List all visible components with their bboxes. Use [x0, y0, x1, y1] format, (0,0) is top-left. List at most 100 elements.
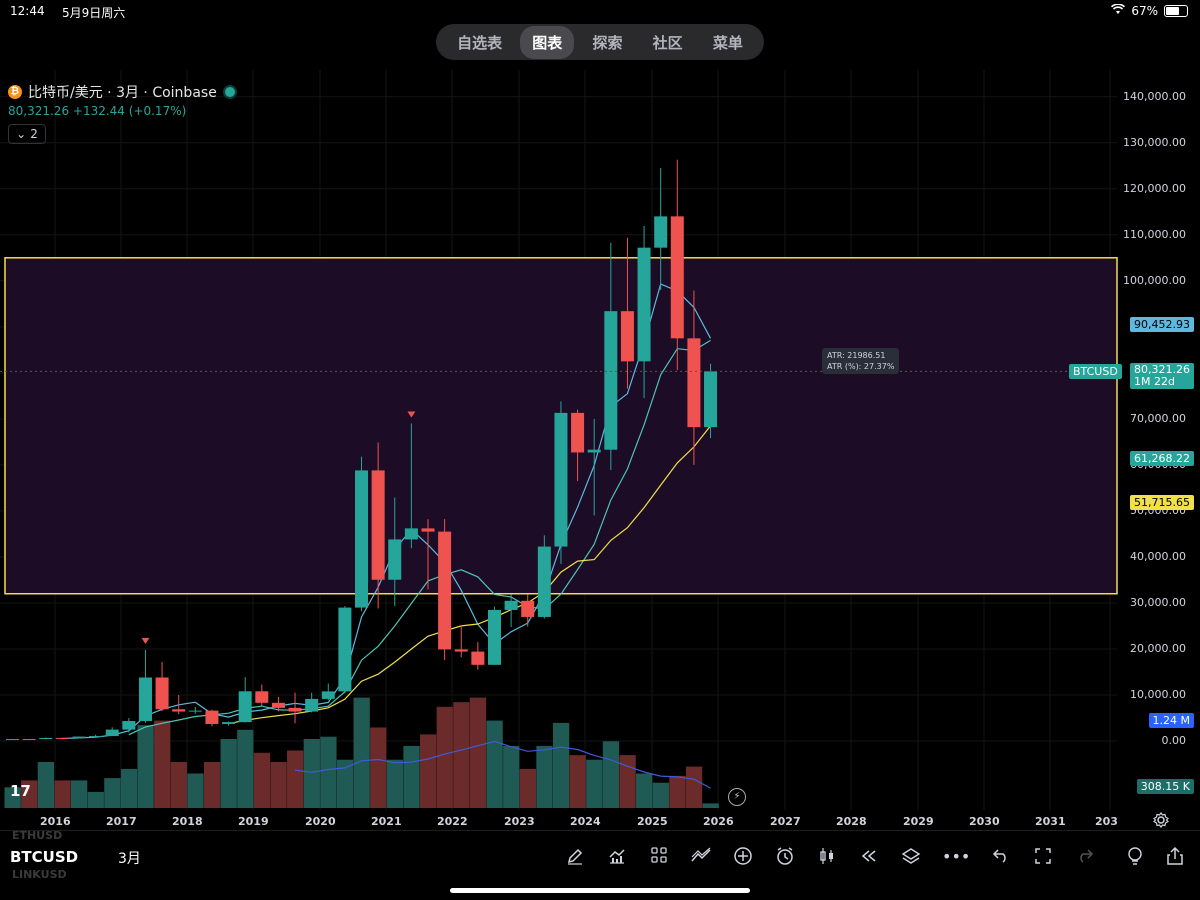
- interval-selector[interactable]: 3月: [118, 851, 141, 867]
- lightning-icon[interactable]: ⚡: [728, 788, 746, 806]
- volume-bar: [70, 780, 88, 808]
- ma-mid-tag: 61,268.22: [1130, 451, 1194, 466]
- tab-watchlist[interactable]: 自选表: [457, 33, 503, 52]
- candle-body: [587, 449, 601, 453]
- volume-bar: [519, 768, 537, 808]
- volume-tag: 308.15 K: [1136, 779, 1194, 794]
- prev-symbol[interactable]: ETHUSD: [12, 829, 63, 842]
- indicators-icon[interactable]: [606, 846, 628, 868]
- volume-bar: [536, 745, 553, 808]
- time-axis-label: 2023: [504, 815, 535, 828]
- last-price-tag: 80,321.26 1M 22d: [1130, 363, 1194, 389]
- volume-bar: [669, 775, 686, 808]
- candle-body: [338, 607, 352, 692]
- status-time: 12:44: [10, 4, 45, 18]
- volume-bar: [320, 736, 337, 808]
- ma-mid-line: [128, 339, 711, 736]
- volume-bar: [569, 755, 586, 808]
- tab-explore[interactable]: 探索: [592, 33, 623, 52]
- volume-bar: [453, 702, 470, 808]
- last-price-value: 80,321.26: [1134, 363, 1190, 376]
- volume-bar: [353, 697, 370, 808]
- tab-menu[interactable]: 菜单: [712, 33, 743, 52]
- candle-body: [620, 311, 634, 362]
- btcusd-tag: BTCUSD: [1069, 364, 1122, 379]
- volume-bar: [336, 759, 354, 808]
- candle-body: [454, 649, 468, 652]
- price-axis-label: 140,000.00: [1123, 89, 1186, 103]
- candle-body: [188, 710, 202, 712]
- time-axis-label: 2029: [903, 815, 934, 828]
- candle-body: [554, 412, 568, 547]
- volume-bar: [270, 762, 287, 808]
- candle-body: [371, 470, 385, 580]
- time-axis-label: 2020: [305, 815, 336, 828]
- compare-icon[interactable]: [690, 846, 712, 868]
- time-axis-label: 2019: [238, 815, 269, 828]
- price-change: 80,321.26 +132.44 (+0.17%): [8, 104, 187, 118]
- volume-bar: [386, 759, 404, 808]
- candle-body: [321, 691, 335, 699]
- share-icon[interactable]: [1164, 846, 1186, 868]
- redo-icon[interactable]: [1074, 846, 1096, 868]
- draw-pen-icon[interactable]: [564, 846, 586, 868]
- time-axis-label: 2028: [836, 815, 867, 828]
- time-axis-label: 2017: [106, 815, 137, 828]
- market-open-icon: [222, 85, 237, 99]
- top-nav: 自选表 图表 探索 社区 菜单: [436, 24, 764, 60]
- layers-icon[interactable]: [900, 846, 922, 868]
- candle-body: [637, 247, 651, 362]
- battery-percent: 67%: [1131, 4, 1158, 18]
- candle-body: [404, 528, 418, 540]
- alarm-icon[interactable]: [774, 846, 796, 868]
- tab-chart[interactable]: 图表: [520, 25, 575, 59]
- price-axis-label: 130,000.00: [1123, 135, 1186, 149]
- time-axis-label: 2022: [437, 815, 468, 828]
- add-icon[interactable]: [732, 846, 754, 868]
- ma-slow-tag: 51,715.65: [1130, 495, 1194, 510]
- candle-body: [39, 737, 53, 740]
- candle-body: [89, 736, 103, 738]
- settings-icon[interactable]: [1152, 811, 1170, 829]
- next-symbol[interactable]: LINKUSD: [12, 868, 67, 881]
- time-axis-label: 2026: [703, 815, 734, 828]
- atr-percent: ATR (%): 27.37%: [827, 362, 895, 371]
- wifi-icon: [1111, 3, 1126, 18]
- home-indicator[interactable]: [450, 888, 750, 893]
- current-symbol[interactable]: BTCUSD: [10, 848, 79, 866]
- volume-bar: [4, 787, 21, 808]
- symbol-header[interactable]: ₿ 比特币/美元 · 3月 · Coinbase: [8, 82, 237, 102]
- price-axis-label: 0.00: [1161, 734, 1187, 747]
- price-axis-label: 110,000.00: [1123, 227, 1186, 241]
- candle-body: [487, 609, 501, 665]
- candle-body: [687, 338, 701, 428]
- time-axis-label: 2018: [172, 815, 203, 828]
- undo-icon[interactable]: [990, 846, 1012, 868]
- candle-body: [255, 691, 269, 703]
- candle-body: [421, 528, 435, 532]
- candle-body: [438, 531, 452, 650]
- status-date: 5月9日周六: [62, 6, 126, 20]
- atr-tooltip: ATR: 21986.51 ATR (%): 27.37%: [822, 348, 900, 374]
- price-chart[interactable]: [0, 70, 1200, 830]
- fullscreen-icon[interactable]: [1032, 846, 1054, 868]
- bottom-divider: [0, 830, 1200, 831]
- tab-community[interactable]: 社区: [652, 33, 683, 52]
- volume-bar: [685, 766, 703, 808]
- candlestick-icon[interactable]: [816, 846, 838, 868]
- lightbulb-icon[interactable]: [1124, 846, 1146, 868]
- bitcoin-icon: ₿: [8, 85, 22, 99]
- candle-body: [271, 702, 285, 708]
- volume-bar: [120, 768, 138, 808]
- layout-grid-icon[interactable]: [648, 846, 670, 868]
- indicators-toggle-button[interactable]: ⌄ 2: [8, 124, 46, 144]
- atr-value: ATR: 21986.51: [827, 351, 886, 360]
- volume-bar: [552, 722, 570, 808]
- symbol-title[interactable]: 比特币/美元 · 3月 · Coinbase: [28, 85, 217, 101]
- time-axis-label: 2016: [40, 815, 71, 828]
- time-axis-label: 2024: [570, 815, 601, 828]
- candle-body: [288, 707, 302, 712]
- volume-bar: [137, 725, 154, 808]
- replay-icon[interactable]: [858, 846, 880, 868]
- more-icon[interactable]: •••: [942, 847, 971, 866]
